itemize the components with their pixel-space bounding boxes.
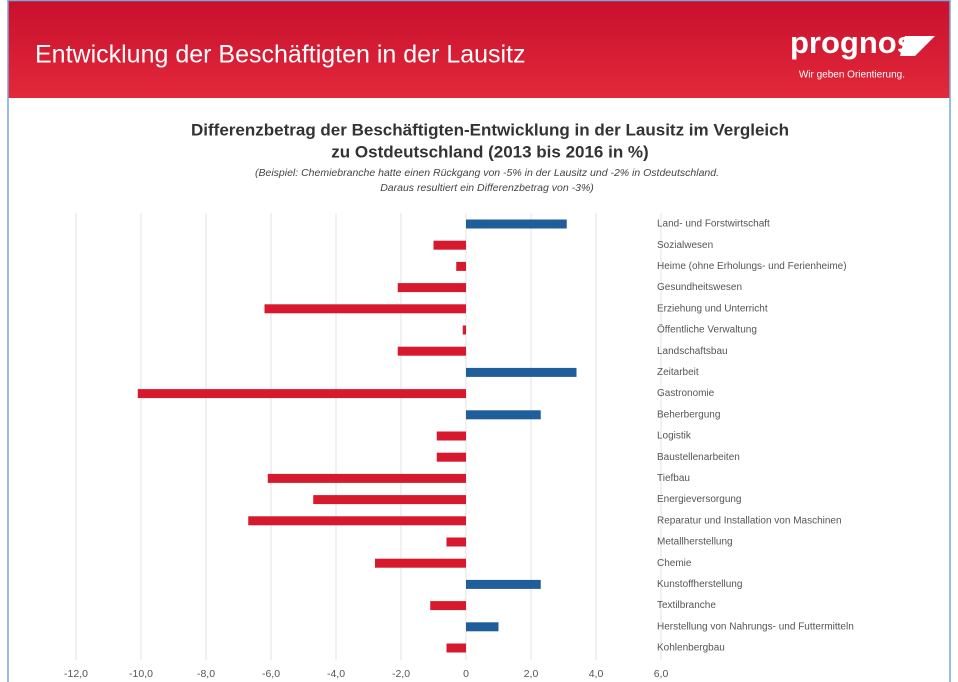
category-label: Herstellung von Nahrungs- und Futtermitt…	[657, 621, 854, 632]
bar	[466, 219, 567, 229]
x-tick-label: 6,0	[654, 668, 669, 680]
bar	[436, 452, 466, 462]
x-tick-label: 4,0	[589, 668, 604, 680]
category-label: Metallherstellung	[657, 537, 733, 548]
category-label: Land- und Forstwirtschaft	[657, 219, 770, 230]
category-label: Kunstoffherstellung	[657, 579, 742, 590]
category-label: Baustellenarbeiten	[657, 452, 740, 463]
bar	[466, 622, 499, 632]
chart-title: Differenzbetrag der Beschäftigten-Entwic…	[191, 120, 789, 139]
bar	[137, 389, 466, 399]
bar	[375, 558, 466, 568]
bar	[456, 261, 466, 271]
bar	[466, 410, 541, 420]
logo-slogan: Wir geben Orientierung.	[799, 70, 905, 81]
category-label: Reparatur und Installation von Maschinen	[657, 515, 842, 526]
logo-mark	[900, 36, 935, 56]
frame	[7, 0, 951, 682]
category-label: Gesundheitswesen	[657, 282, 742, 293]
category-label: Kohlenbergbau	[657, 643, 725, 654]
bar	[433, 240, 466, 250]
bar	[446, 537, 466, 547]
bar	[248, 516, 466, 526]
header-band	[8, 0, 950, 98]
bar	[462, 325, 466, 335]
category-label: Logistik	[657, 431, 692, 442]
category-label: Beherbergung	[657, 409, 720, 420]
category-label: Gastronomie	[657, 388, 715, 399]
bar	[264, 304, 466, 314]
category-label: Heime (ohne Erholungs- und Ferienheime)	[657, 261, 847, 272]
category-label: Erziehung und Unterricht	[657, 303, 768, 314]
x-tick-label: -8,0	[197, 668, 215, 680]
x-tick-label: -10,0	[129, 668, 153, 680]
x-tick-label: 2,0	[524, 668, 539, 680]
category-label: Öffentliche Verwaltung	[657, 324, 757, 336]
category-label: Sozialwesen	[657, 240, 713, 251]
x-tick-label: -2,0	[392, 668, 410, 680]
bar	[436, 431, 466, 441]
logo: prognos	[790, 25, 914, 60]
bar	[446, 643, 466, 653]
chart-subtitle: Daraus resultiert ein Differenzbetrag vo…	[380, 182, 594, 194]
bar	[466, 367, 577, 377]
bar	[313, 495, 466, 505]
x-tick-label: -6,0	[262, 668, 280, 680]
category-label: Textilbranche	[657, 600, 716, 611]
bar	[267, 473, 466, 483]
category-label: Zeitarbeit	[657, 367, 699, 378]
bar	[397, 346, 466, 356]
header-title: Entwicklung der Beschäftigten in der Lau…	[35, 41, 526, 69]
chart-subtitle: (Beispiel: Chemiebranche hatte einen Rüc…	[255, 167, 719, 179]
category-label: Chemie	[657, 558, 692, 569]
category-label: Energieversorgung	[657, 494, 742, 505]
bar	[430, 601, 466, 611]
bar	[397, 283, 466, 293]
category-label: Tiefbau	[657, 473, 690, 484]
chart-title: zu Ostdeutschland (2013 bis 2016 in %)	[331, 142, 648, 161]
category-label: Landschaftsbau	[657, 346, 728, 357]
x-tick-label: -12,0	[64, 668, 88, 680]
x-tick-label: 0	[463, 668, 469, 680]
bar	[466, 579, 541, 589]
x-tick-label: -4,0	[327, 668, 345, 680]
